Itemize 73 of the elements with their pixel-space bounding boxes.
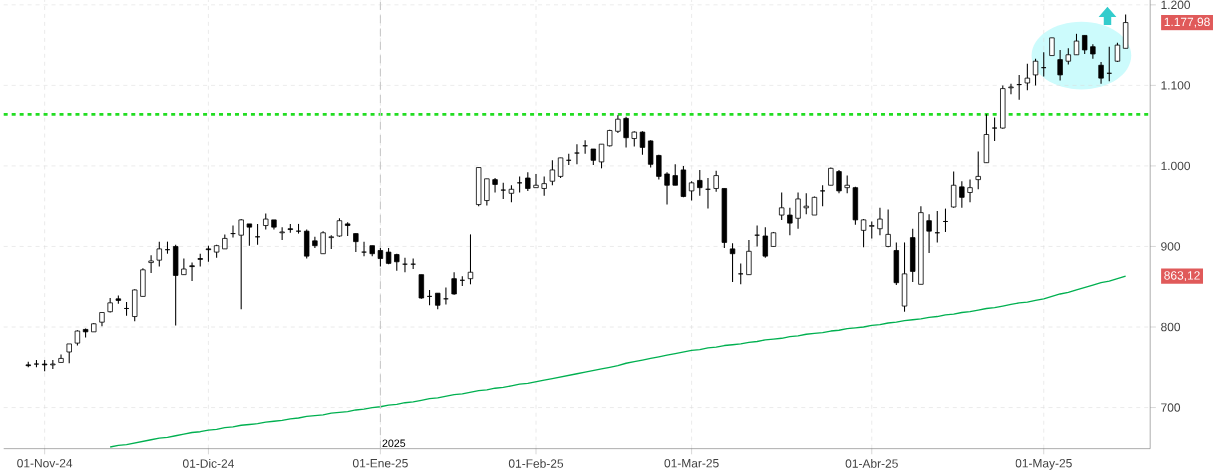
candlestick (991, 117, 998, 142)
x-tick-label: 01-Dic-24 (182, 459, 234, 469)
candlestick (1032, 58, 1039, 87)
candlestick (950, 171, 957, 209)
y-tick-label: 900 (1161, 242, 1181, 251)
candlestick (533, 173, 539, 189)
candlestick (803, 192, 809, 215)
candlestick (885, 209, 891, 249)
candlestick (819, 184, 826, 207)
candlestick (1081, 35, 1088, 55)
candlestick (795, 192, 801, 230)
candlestick (647, 139, 654, 169)
candlestick (557, 157, 564, 179)
candlestick (746, 239, 752, 276)
candlestick (181, 258, 187, 276)
x-tick-label: 01-Ene-25 (352, 459, 408, 468)
candlestick (623, 116, 629, 149)
y-tick-label: 1.200 (1161, 0, 1191, 10)
candlestick (877, 207, 883, 236)
candlestick (860, 218, 867, 249)
candlestick (926, 213, 932, 254)
y-tick-label: 800 (1161, 322, 1181, 332)
candlestick (279, 226, 285, 241)
candlestick (353, 233, 359, 253)
candlestick (467, 234, 474, 286)
candlestick (656, 154, 662, 181)
ref-line-label: 2025 (382, 439, 406, 448)
candlestick (688, 180, 695, 202)
candlestick (361, 241, 367, 257)
candlestick (66, 343, 72, 364)
candlestick (672, 163, 678, 186)
candlestick (377, 247, 384, 268)
candlestick (148, 255, 154, 274)
candlestick (713, 170, 719, 193)
candlestick (836, 169, 842, 195)
candlestick (238, 218, 244, 311)
candlestick (1008, 83, 1014, 95)
candlestick (320, 230, 326, 255)
candlestick (975, 151, 981, 191)
x-tick-label: 01-Mar-25 (664, 459, 719, 468)
candlestick (525, 172, 531, 192)
candlestick (729, 242, 736, 283)
candlestick (156, 241, 162, 268)
candlestick (697, 169, 703, 197)
y-tick-label: 1.000 (1161, 161, 1191, 171)
candlestick (1073, 33, 1080, 56)
x-tick-label: 01-May-25 (1015, 459, 1072, 471)
candlestick (484, 178, 490, 207)
candlestick (762, 226, 768, 259)
candlestick (574, 143, 580, 166)
x-tick-label: 01-Nov-24 (17, 459, 73, 468)
y-tick-label: 1.100 (1161, 81, 1191, 90)
candlestick (787, 207, 793, 236)
candlestick (1098, 61, 1104, 85)
y-tick-label: 700 (1161, 403, 1181, 413)
candlestick (492, 177, 498, 194)
x-tick-label: 01-Abr-25 (845, 459, 898, 469)
text: 863,12 (1164, 271, 1200, 282)
candlestick (541, 176, 547, 197)
candlestick (1057, 49, 1063, 82)
candlestick (598, 143, 605, 170)
candlestick (664, 172, 670, 206)
candlestick (778, 192, 785, 221)
text: 1.177,98 (1164, 17, 1210, 28)
candlestick (418, 274, 425, 300)
candlestick (246, 223, 253, 247)
candlestick (549, 159, 556, 186)
x-tick-label: 01-Feb-25 (508, 459, 564, 469)
candlestick (959, 180, 965, 209)
candlestick (1024, 63, 1031, 91)
candlestick (189, 262, 195, 282)
candlestick (967, 179, 973, 203)
candlestick (639, 130, 646, 156)
